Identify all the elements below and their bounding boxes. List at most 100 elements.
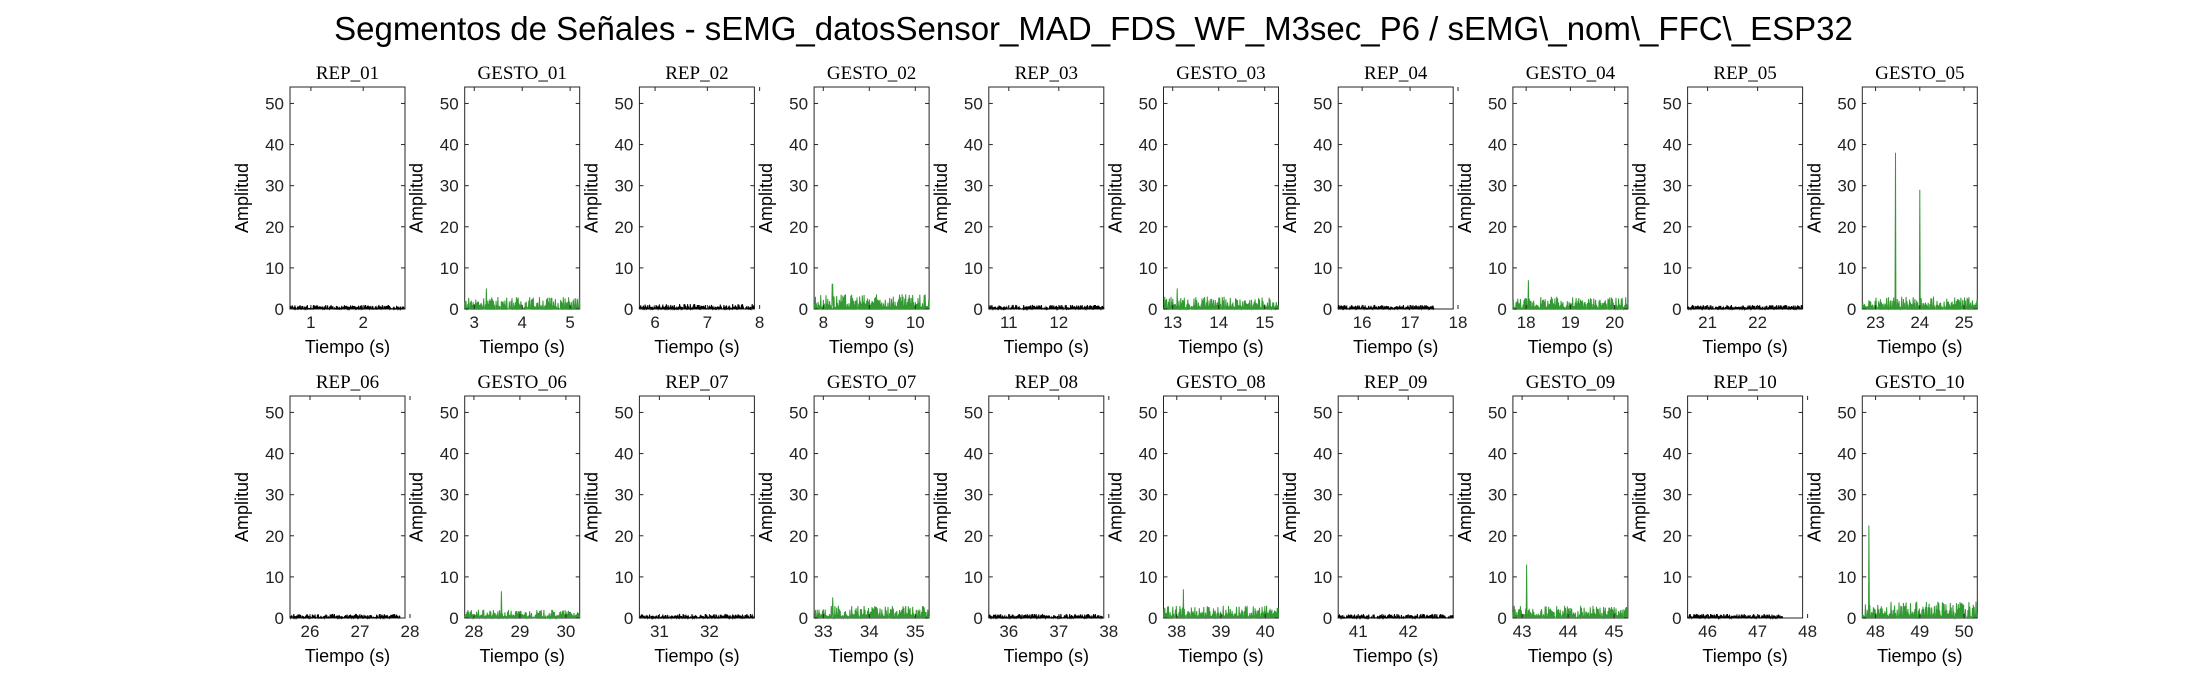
x-tick-label: 3: [470, 313, 479, 332]
y-tick-label: 0: [1148, 609, 1157, 628]
y-tick-label: 50: [265, 403, 284, 422]
subplot-rep_03: 0 10 20 30 40 50 11 12 REP_03 Tiempo (s) Amplitud: [931, 63, 1105, 357]
y-axis-label: Amplitud: [232, 472, 252, 542]
y-tick-label: 50: [440, 94, 459, 113]
x-axis-label: Tiempo (s): [480, 337, 565, 357]
subplot-title: REP_01: [316, 63, 379, 84]
y-tick-label: 10: [964, 568, 983, 587]
x-tick-label: 40: [1256, 622, 1275, 641]
axes-box: [1337, 86, 1454, 310]
y-tick-label: 10: [1313, 568, 1332, 587]
y-tick-label: 30: [614, 177, 633, 196]
axes-box: [289, 86, 406, 310]
y-tick-label: 20: [1139, 218, 1158, 237]
x-tick-label: 38: [1099, 622, 1118, 641]
y-tick-label: 20: [265, 527, 284, 546]
x-tick-label: 42: [1399, 622, 1418, 641]
subplot-title: REP_08: [1015, 372, 1078, 393]
x-axis-label: Tiempo (s): [1353, 646, 1438, 666]
y-tick-label: 20: [1663, 218, 1682, 237]
signal-trace: [638, 613, 755, 620]
y-tick-label: 20: [265, 218, 284, 237]
y-tick-label: 10: [1837, 259, 1856, 278]
y-axis-label: Amplitud: [1280, 163, 1300, 233]
x-tick-label: 8: [755, 313, 764, 332]
subplot-title: GESTO_06: [478, 372, 567, 393]
y-tick-label: 10: [1139, 259, 1158, 278]
x-tick-label: 9: [865, 313, 874, 332]
signal-trace: [1861, 152, 1978, 311]
x-tick-label: 47: [1748, 622, 1767, 641]
x-tick-label: 10: [906, 313, 925, 332]
y-tick-label: 40: [1313, 445, 1332, 464]
x-axis-label: Tiempo (s): [1702, 337, 1787, 357]
x-axis-label: Tiempo (s): [654, 646, 739, 666]
y-tick-label: 50: [964, 94, 983, 113]
y-tick-label: 0: [1148, 300, 1157, 319]
y-tick-label: 40: [1837, 136, 1856, 155]
y-tick-label: 40: [1313, 136, 1332, 155]
y-tick-label: 20: [614, 527, 633, 546]
x-tick-label: 28: [401, 622, 420, 641]
y-tick-label: 0: [1847, 300, 1856, 319]
y-tick-label: 20: [1139, 527, 1158, 546]
y-tick-label: 20: [1313, 527, 1332, 546]
y-axis-label: Amplitud: [581, 163, 601, 233]
x-axis-label: Tiempo (s): [654, 337, 739, 357]
y-tick-label: 20: [614, 218, 633, 237]
x-axis-label: Tiempo (s): [305, 337, 390, 357]
y-tick-label: 30: [440, 177, 459, 196]
y-tick-label: 30: [1139, 486, 1158, 505]
x-tick-label: 20: [1605, 313, 1624, 332]
y-tick-label: 0: [799, 609, 808, 628]
y-tick-label: 40: [265, 136, 284, 155]
x-axis-label: Tiempo (s): [1528, 646, 1613, 666]
y-tick-label: 0: [275, 609, 284, 628]
x-tick-label: 23: [1866, 313, 1885, 332]
axes-box: [1687, 395, 1804, 619]
axes-box: [1163, 395, 1279, 619]
x-tick-label: 5: [565, 313, 574, 332]
y-tick-label: 30: [1313, 486, 1332, 505]
x-axis-label: Tiempo (s): [1702, 646, 1787, 666]
x-tick-label: 46: [1698, 622, 1717, 641]
y-tick-label: 50: [1313, 403, 1332, 422]
subplot-title: REP_06: [316, 372, 379, 393]
y-tick-label: 10: [265, 259, 284, 278]
subplot-gesto_10: 0 10 20 30 40 50 48 49 50 GESTO_10 Tiempo (s) Ampli…: [1804, 372, 1978, 666]
y-axis-label: Amplitud: [756, 472, 776, 542]
x-tick-label: 13: [1163, 313, 1182, 332]
y-tick-label: 50: [265, 94, 284, 113]
y-tick-label: 30: [265, 486, 284, 505]
subplot-title: REP_02: [665, 63, 728, 84]
y-tick-label: 50: [440, 403, 459, 422]
subplot-rep_09: 0 10 20 30 40 50 41 42 REP_09 Tiempo (s) Amplitud: [1280, 372, 1454, 666]
subplot-rep_02: 0 10 20 30 40 50 6 7 8 REP_02 Tiempo (s) Amplitud: [581, 63, 764, 357]
y-tick-label: 10: [1488, 568, 1507, 587]
y-tick-label: 0: [449, 300, 458, 319]
y-tick-label: 50: [1139, 403, 1158, 422]
y-tick-label: 10: [440, 259, 459, 278]
subplot-gesto_09: 0 10 20 30 40 50 43 44 45 GESTO_09 Tiempo (s) Ampli…: [1455, 372, 1629, 666]
x-axis-label: Tiempo (s): [1178, 337, 1263, 357]
y-tick-label: 30: [964, 177, 983, 196]
y-tick-label: 0: [1847, 609, 1856, 628]
axes-box: [1512, 395, 1629, 619]
y-tick-label: 40: [1663, 445, 1682, 464]
x-tick-label: 37: [1049, 622, 1068, 641]
axes-box: [464, 86, 581, 310]
y-tick-label: 0: [449, 609, 458, 628]
axes-box: [813, 395, 930, 619]
subplot-title: REP_09: [1364, 372, 1427, 393]
y-tick-label: 0: [799, 300, 808, 319]
y-tick-label: 50: [1663, 403, 1682, 422]
y-tick-label: 20: [440, 527, 459, 546]
signal-trace: [1337, 304, 1435, 311]
y-tick-label: 40: [964, 136, 983, 155]
subplot-title: GESTO_10: [1875, 372, 1964, 393]
y-tick-label: 10: [789, 259, 808, 278]
y-tick-label: 50: [1139, 94, 1158, 113]
x-tick-label: 45: [1605, 622, 1624, 641]
y-tick-label: 50: [1663, 94, 1682, 113]
axes-box: [289, 395, 406, 619]
